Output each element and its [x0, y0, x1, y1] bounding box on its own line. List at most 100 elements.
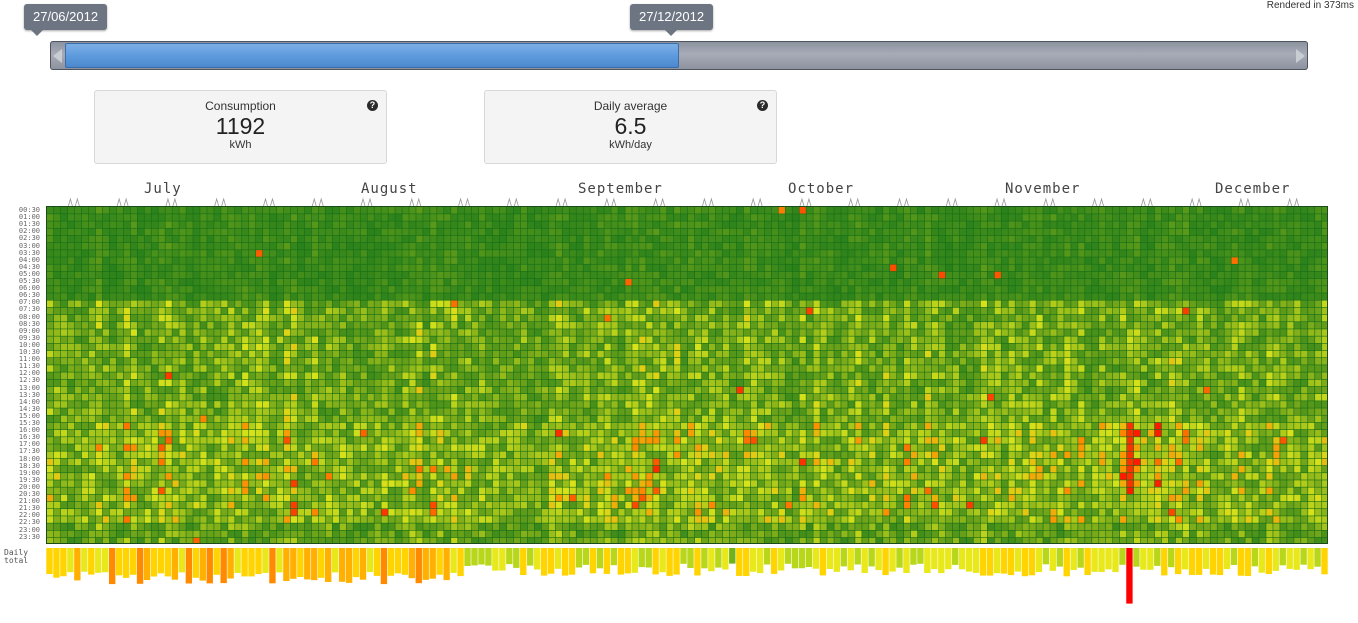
- heatmap-cell: [555, 487, 562, 495]
- heatmap-cell: [632, 516, 639, 523]
- heatmap-cell: [534, 537, 542, 543]
- heatmap-cell: [423, 487, 430, 495]
- heatmap-cell: [506, 336, 514, 344]
- heatmap-cell: [165, 307, 172, 315]
- heatmap-cell: [60, 278, 68, 286]
- heatmap-cell: [193, 473, 200, 480]
- heatmap-cell: [235, 401, 242, 408]
- heatmap-cell: [109, 365, 117, 372]
- heatmap-cell: [472, 278, 479, 286]
- heatmap-cell: [269, 516, 277, 523]
- heatmap-cell: [416, 393, 423, 401]
- heatmap-cell: [653, 401, 660, 408]
- heatmap-cell: [249, 365, 256, 372]
- heatmap-cell: [485, 415, 493, 423]
- heatmap-cell: [81, 329, 89, 336]
- heatmap-cell: [444, 465, 451, 473]
- heatmap-cell: [764, 365, 772, 372]
- heatmap-cell: [736, 379, 744, 387]
- heatmap-cell: [541, 473, 549, 480]
- slider-right-arrow-icon[interactable]: [1296, 49, 1305, 63]
- heatmap-cell: [214, 235, 221, 243]
- hour-label: 17:00: [18, 440, 40, 449]
- heatmap-cell: [646, 358, 653, 365]
- heatmap-cell: [708, 221, 716, 228]
- heatmap-cell: [311, 429, 319, 437]
- heatmap-cell: [74, 530, 82, 538]
- heatmap-cell: [430, 257, 437, 264]
- heatmap-cell: [311, 286, 319, 293]
- heatmap-cell: [506, 516, 514, 523]
- heatmap-cell: [228, 523, 235, 531]
- heatmap-cell: [353, 221, 360, 228]
- heatmap-cell: [95, 537, 103, 543]
- heatmap-cell: [304, 516, 312, 523]
- heatmap-cell: [548, 336, 556, 344]
- heatmap-cell: [750, 293, 758, 300]
- heatmap-cell: [304, 437, 312, 444]
- heatmap-cell: [541, 271, 549, 279]
- heatmap-cell: [123, 300, 131, 308]
- heatmap-cell: [660, 271, 667, 279]
- heatmap-cell: [186, 293, 193, 300]
- consumption-help-icon[interactable]: ?: [367, 100, 378, 111]
- heatmap-cell: [590, 365, 597, 372]
- heatmap-cell: [332, 358, 340, 365]
- heatmap-cell: [653, 437, 660, 444]
- heatmap-cell: [701, 278, 709, 286]
- heatmap-cell: [757, 444, 765, 451]
- heatmap-cell: [388, 393, 395, 401]
- daily-average-help-icon[interactable]: ?: [757, 100, 768, 111]
- heatmap-cell: [269, 307, 277, 315]
- slider-selected-range[interactable]: [65, 43, 679, 68]
- heatmap-cell: [172, 307, 179, 315]
- heatmap-cell: [67, 480, 75, 487]
- heatmap-cell: [681, 257, 688, 264]
- heatmap-cell: [694, 336, 702, 344]
- slider-left-arrow-icon[interactable]: [53, 49, 62, 63]
- heatmap-cell: [764, 350, 772, 358]
- heatmap-cell: [172, 329, 179, 336]
- heatmap-cell: [485, 264, 493, 272]
- heatmap-cell: [116, 530, 124, 538]
- heatmap-cell: [764, 314, 772, 322]
- heatmap-cell: [151, 386, 158, 394]
- heatmap-cell: [60, 207, 68, 214]
- heatmap-cell: [297, 473, 305, 480]
- heatmap-cell: [764, 422, 772, 430]
- heatmap-cell: [123, 358, 131, 365]
- date-range-slider[interactable]: [50, 41, 1308, 70]
- heatmap-cell: [694, 501, 702, 509]
- heatmap-cell: [513, 530, 521, 538]
- heatmap-cell: [715, 386, 723, 394]
- heatmap-cell: [688, 393, 695, 401]
- heatmap-cell: [88, 271, 96, 279]
- heatmap-cell: [757, 207, 765, 214]
- heatmap-cell: [249, 473, 256, 480]
- heatmap-cell: [53, 307, 61, 315]
- heatmap-cell: [346, 487, 353, 495]
- heatmap-cell: [235, 235, 242, 243]
- heatmap-cell: [395, 372, 402, 379]
- consumption-heatmap[interactable]: [46, 206, 1328, 544]
- heatmap-cell: [60, 293, 68, 300]
- heatmap-cell: [151, 336, 158, 344]
- heatmap-cell: [555, 537, 562, 543]
- heatmap-cell: [102, 509, 110, 516]
- heatmap-cell: [653, 509, 660, 516]
- heatmap-cell: [694, 271, 702, 279]
- heatmap-cell: [95, 343, 103, 351]
- heatmap-cell: [534, 343, 542, 351]
- heatmap-cell: [262, 480, 270, 487]
- heatmap-cell: [193, 487, 200, 495]
- heatmap-cell: [304, 293, 312, 300]
- heatmap-cell: [618, 307, 625, 315]
- heatmap-cell: [402, 314, 409, 322]
- heatmap-cell: [492, 408, 500, 415]
- heatmap-cell: [123, 516, 131, 523]
- heatmap-cell: [297, 451, 305, 459]
- heatmap-cell: [402, 451, 409, 459]
- heatmap-cell: [736, 271, 744, 279]
- heatmap-cell: [750, 336, 758, 344]
- heatmap-cell: [53, 429, 61, 437]
